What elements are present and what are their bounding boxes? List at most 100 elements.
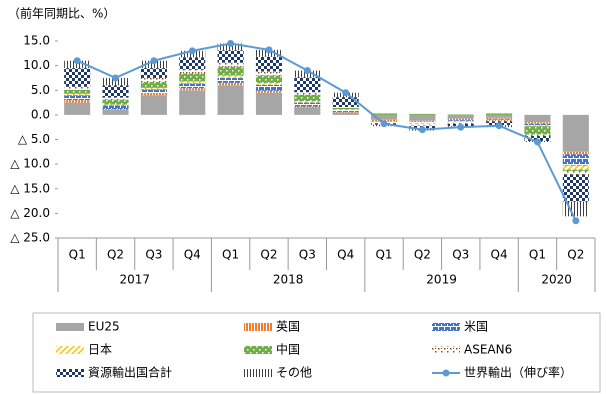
bar-segment — [64, 89, 91, 94]
y-tick-label: △ 25.0 — [10, 231, 50, 245]
line-marker — [73, 57, 81, 65]
bar-segment — [255, 92, 283, 115]
bar-segment — [102, 85, 129, 98]
bar-segment — [524, 134, 551, 137]
bar-segment — [64, 95, 91, 101]
bar-segment — [64, 100, 91, 103]
legend-label: 米国 — [464, 320, 488, 334]
legend-swatch — [244, 369, 272, 377]
bar-segment — [140, 68, 167, 78]
bar-segment — [486, 118, 513, 120]
bar-segment — [562, 165, 589, 170]
bar-segment — [102, 105, 129, 109]
bar-segment — [486, 113, 513, 115]
bar-segment — [255, 90, 283, 93]
group-label: 2018 — [273, 273, 304, 287]
bar-segment — [140, 77, 167, 82]
bar-segment — [486, 117, 513, 119]
x-tick-label: Q1 — [69, 248, 86, 262]
x-tick-label: Q4 — [491, 248, 508, 262]
bar-segment — [64, 93, 91, 96]
bar-segment — [447, 118, 474, 121]
bar-segment — [102, 97, 129, 100]
bar-segment — [447, 122, 474, 124]
y-tick-label: △ 20.0 — [10, 206, 50, 220]
x-tick-label: Q3 — [299, 248, 316, 262]
bar-segment — [370, 114, 398, 120]
bar-segment — [255, 75, 283, 83]
bar-segment — [217, 50, 244, 63]
bar-segment — [140, 89, 167, 94]
bar-segment — [409, 124, 436, 126]
y-tick-label: △ 10.0 — [10, 157, 50, 171]
bar-segment — [294, 94, 321, 102]
bar-segment — [217, 77, 244, 83]
bar-segment — [217, 82, 244, 86]
x-tick-label: Q4 — [337, 248, 354, 262]
legend-swatch — [432, 323, 460, 331]
bar-segment — [294, 106, 321, 108]
legend-label: その他 — [276, 366, 312, 380]
bar-segment — [64, 86, 91, 90]
bar-segment — [179, 57, 206, 70]
bar-segment — [179, 73, 206, 82]
legend-swatch — [244, 346, 272, 354]
bar-segment — [294, 77, 321, 93]
bar-segment — [294, 92, 321, 95]
x-tick-label: Q1 — [375, 248, 392, 262]
line-marker — [457, 123, 465, 131]
bar-segment — [447, 121, 474, 123]
bar-segment — [332, 112, 359, 115]
bar-segment — [64, 102, 91, 115]
x-tick-label: Q2 — [260, 248, 277, 262]
bar-segment — [255, 56, 283, 72]
bar-segment — [562, 169, 589, 172]
y-tick-label: 5.0 — [31, 83, 50, 97]
legend-label: 世界輸出（伸び率） — [464, 365, 572, 380]
line-marker — [227, 39, 235, 47]
group-label: 2020 — [541, 273, 572, 287]
legend-swatch — [244, 323, 272, 331]
x-tick-label: Q2 — [107, 248, 124, 262]
legend-label: 中国 — [276, 342, 300, 357]
y-tick-label: 0.0 — [31, 107, 50, 121]
bar-segment — [562, 151, 589, 155]
group-label: 2019 — [426, 273, 457, 287]
bar-segment — [524, 126, 551, 135]
bar-segment — [562, 174, 589, 202]
legend-swatch — [56, 323, 84, 331]
line-marker — [150, 57, 158, 65]
bar-segment — [524, 114, 551, 123]
line-marker — [533, 138, 541, 146]
line-marker — [188, 47, 196, 55]
bar-segment — [332, 106, 359, 108]
line — [76, 42, 577, 222]
bar-segment — [179, 88, 206, 91]
bar-segment — [332, 97, 359, 107]
bar-segment — [562, 171, 589, 175]
legend-swatch — [432, 346, 460, 354]
y-tick-label: 10.0 — [23, 58, 50, 72]
bar-segment — [332, 109, 359, 112]
legend-label: 英国 — [276, 320, 300, 334]
bar-segment — [294, 102, 321, 107]
line-marker — [112, 74, 120, 82]
bar-segment — [64, 68, 91, 87]
bar-segment — [179, 90, 206, 115]
bar-segment — [332, 107, 359, 110]
legend-swatch — [56, 346, 84, 354]
line-marker — [418, 126, 426, 134]
bar-segment — [217, 75, 244, 78]
y-tick-label: △ 5.0 — [18, 132, 50, 146]
bar-segment — [102, 77, 129, 86]
bar-segment — [370, 113, 398, 115]
bar-segment — [409, 120, 436, 122]
bar-segment — [179, 83, 206, 89]
bar-segment — [524, 122, 551, 124]
bar-segment — [140, 95, 167, 115]
bar-segment — [102, 109, 129, 115]
y-tick-label: △ 15.0 — [10, 181, 50, 195]
bar-segment — [102, 104, 129, 106]
bar-segment — [409, 123, 436, 125]
